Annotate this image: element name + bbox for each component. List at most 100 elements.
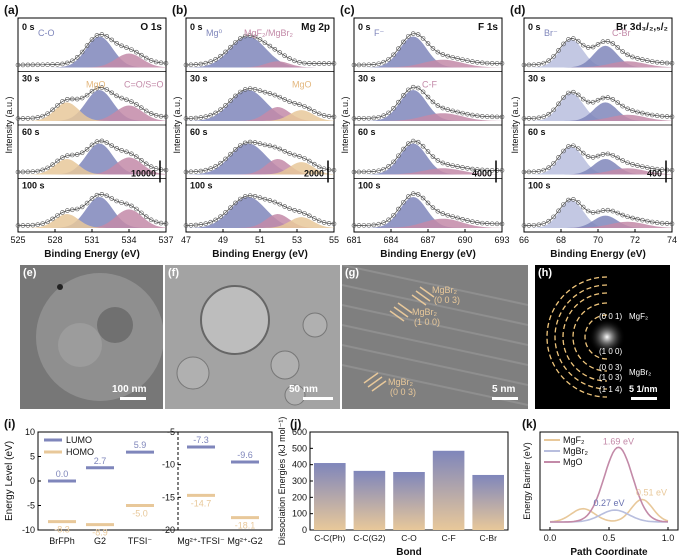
raw-data-point <box>645 111 650 117</box>
raw-data-point <box>635 163 640 168</box>
raw-data-point <box>109 196 115 201</box>
raw-data-point <box>450 214 455 219</box>
scale-bar-e <box>120 397 146 400</box>
time-label: 100 s <box>528 181 551 191</box>
g-annot-2-plane: (1 0 0) <box>414 317 441 327</box>
raw-data-point <box>267 43 273 49</box>
raw-data-point <box>148 217 154 223</box>
g-annot-3-plane: (0 0 3) <box>390 387 417 397</box>
raw-data-point <box>50 107 55 113</box>
raw-data-point <box>40 167 45 173</box>
raw-data-point <box>391 106 396 111</box>
raw-data-point <box>124 97 129 103</box>
raw-data-point <box>625 214 630 220</box>
envelope-curve <box>354 86 502 119</box>
raw-data-point <box>223 103 228 108</box>
tem-image-e-texture <box>20 265 163 409</box>
h-ring-001: (0 0 1) <box>599 312 623 321</box>
raw-data-point <box>109 90 115 96</box>
raw-data-point <box>228 98 233 104</box>
raw-data-point <box>237 89 243 95</box>
envelope-curve <box>524 91 673 119</box>
raw-data-point <box>595 42 601 47</box>
y-tick-label: 0 <box>302 525 307 535</box>
raw-data-point <box>430 46 436 51</box>
raw-data-point <box>104 193 110 199</box>
fitted-peak-2 <box>524 61 672 68</box>
raw-data-point <box>242 140 248 146</box>
peak-label: MgF₂/MgBr₂ <box>244 28 293 38</box>
raw-data-point <box>292 152 297 158</box>
raw-data-point <box>386 57 391 62</box>
raw-data-point <box>541 60 547 66</box>
raw-data-point <box>391 52 396 58</box>
xps-panel-d: (d) Br 3d₃/₂,₅/₂ 0 s 30 s 60 s 100 s 66 68 70 72 7… <box>510 3 677 260</box>
envelope-curve <box>18 193 167 226</box>
element-title: Br 3d₃/₂,₅/₂ <box>616 22 668 33</box>
x-axis-label: Path Coordinate <box>570 547 648 558</box>
raw-data-point <box>153 166 159 171</box>
raw-data-point <box>415 32 421 37</box>
raw-data-point <box>556 155 561 160</box>
raw-data-point <box>645 218 650 224</box>
y-tick-label: -5 <box>27 501 35 511</box>
energy-level-label: 5.9 <box>134 440 147 450</box>
raw-data-point <box>302 104 307 109</box>
y-tick-label: 10 <box>25 427 35 437</box>
raw-data-point <box>580 96 586 102</box>
raw-data-point <box>630 215 635 221</box>
raw-data-point <box>148 111 154 116</box>
fitted-peak-1 <box>524 102 672 121</box>
raw-data-point <box>272 46 278 52</box>
raw-data-point <box>551 107 556 113</box>
raw-data-point <box>575 92 581 98</box>
raw-data-point <box>405 87 411 93</box>
fitted-peak-2 <box>18 214 166 228</box>
raw-data-point <box>124 45 129 50</box>
raw-data-point <box>134 102 139 107</box>
x-tick-label: 74 <box>667 235 677 245</box>
raw-data-point <box>228 205 233 211</box>
raw-data-point <box>143 55 149 61</box>
chart-energy-barrier: (k) 0.0 0.5 1.0 Path Coordinate Energy Barrie… <box>522 417 679 558</box>
g-annot-2-phase: MgBr₂ <box>412 307 437 317</box>
raw-data-point <box>287 151 292 156</box>
raw-data-point <box>287 56 292 61</box>
raw-data-point <box>465 218 470 223</box>
raw-data-point <box>292 207 297 213</box>
time-label: 0 s <box>190 22 203 32</box>
raw-data-point <box>114 93 119 99</box>
envelope-curve <box>524 145 673 173</box>
raw-data-point <box>600 39 606 45</box>
raw-data-point <box>129 151 134 157</box>
raw-data-point <box>282 204 287 209</box>
raw-data-point <box>595 153 601 159</box>
raw-data-point <box>415 85 421 91</box>
x-category-label: C-F <box>442 533 456 543</box>
raw-data-point <box>262 40 268 46</box>
fitted-peak-1 <box>186 61 334 68</box>
raw-data-point <box>119 43 124 49</box>
x-tick-label: 525 <box>10 235 25 245</box>
raw-data-point <box>401 93 406 98</box>
raw-data-point <box>546 218 551 224</box>
raw-data-point <box>430 99 436 105</box>
legend-label: LUMO <box>66 435 92 445</box>
fitted-peak-2 <box>524 221 672 228</box>
fitted-peak-0 <box>186 36 334 68</box>
energy-level-label: -8.3 <box>54 525 70 535</box>
raw-data-point <box>640 110 645 116</box>
raw-data-point <box>143 214 149 220</box>
envelope-curve <box>185 88 335 119</box>
raw-data-point <box>277 94 283 100</box>
raw-data-point <box>561 202 566 207</box>
x-category-label: C-C(G2) <box>353 533 385 543</box>
fitted-peak-2 <box>524 114 672 121</box>
raw-data-point <box>396 153 401 159</box>
raw-data-point <box>376 168 381 174</box>
raw-data-point <box>610 41 616 46</box>
bar-C-Br <box>472 474 504 530</box>
time-label: 30 s <box>190 74 208 84</box>
raw-data-point <box>40 113 45 119</box>
